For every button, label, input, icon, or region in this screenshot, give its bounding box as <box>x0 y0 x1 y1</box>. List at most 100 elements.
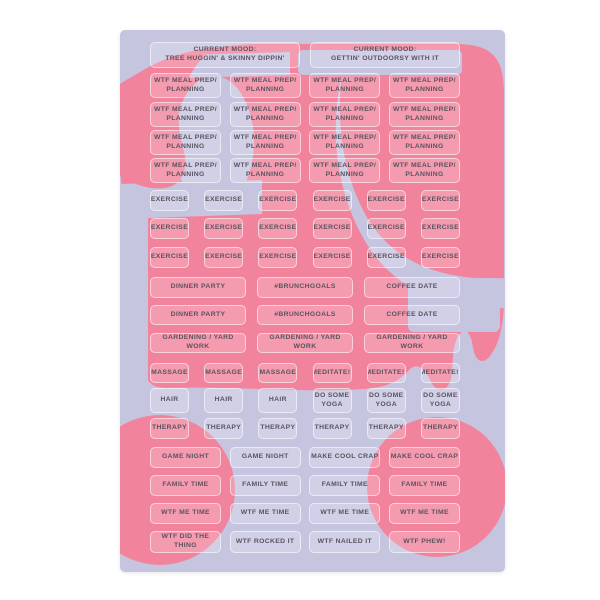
sticker: EXERCISE <box>366 190 406 211</box>
sticker: EXERCISE <box>420 190 460 211</box>
sticker: EXERCISE <box>204 247 244 268</box>
sticker: THERAPY <box>150 418 189 439</box>
sticker: WTF MEAL PREP/ PLANNING <box>229 130 301 155</box>
sticker: EXERCISE <box>258 247 298 268</box>
sticker: WTF ROCKED IT <box>229 531 301 553</box>
sticker: MASSAGE <box>150 363 189 383</box>
sticker-row: WTF MEAL PREP/ PLANNING WTF MEAL PREP/ PL… <box>150 73 460 98</box>
sticker-row: THERAPY THERAPY THERAPY THERAPY THERAPY THERA… <box>150 418 460 439</box>
sticker: EXERCISE <box>204 190 244 211</box>
sticker: COFFEE DATE <box>364 305 460 325</box>
sticker: #BRUNCHGOALS <box>257 277 353 298</box>
sticker: WTF MEAL PREP/ PLANNING <box>309 158 381 183</box>
sticker: THERAPY <box>366 418 406 439</box>
sticker: HAIR <box>150 388 189 413</box>
sticker: WTF ME TIME <box>150 503 221 524</box>
sticker: WTF NAILED IT <box>309 531 381 553</box>
sticker-row: HAIR HAIR HAIR DO SOME YOGA DO SOME YOGA DO S… <box>150 388 460 413</box>
sticker-row: WTF MEAL PREP/ PLANNING WTF MEAL PREP/ PL… <box>150 158 460 183</box>
sticker: GAME NIGHT <box>150 447 221 468</box>
sticker: WTF MEAL PREP/ PLANNING <box>309 102 381 127</box>
sticker: FAMILY TIME <box>150 475 221 496</box>
sticker: MASSAGE <box>204 363 244 383</box>
sticker: WTF MEAL PREP/ PLANNING <box>229 102 301 127</box>
sticker: EXERCISE <box>312 218 352 239</box>
sticker-row: EXERCISE EXERCISE EXERCISE EXERCISE EXERCISE… <box>150 247 460 268</box>
sticker: EXERCISE <box>312 247 352 268</box>
sticker: EXERCISE <box>420 218 460 239</box>
sticker: HAIR <box>258 388 298 413</box>
sticker: MASSAGE <box>258 363 298 383</box>
lavender-strip-left <box>120 180 262 392</box>
sticker-row: DINNER PARTY #BRUNCHGOALS COFFEE DATE <box>150 305 460 325</box>
sticker: WTF MEAL PREP/ PLANNING <box>388 102 460 127</box>
sticker: WTF MEAL PREP/ PLANNING <box>388 158 460 183</box>
pink-circle-bottom-left <box>120 415 235 565</box>
sticker: WTF MEAL PREP/ PLANNING <box>150 158 221 183</box>
sticker-row: FAMILY TIME FAMILY TIME FAMILY TIME FAMILY … <box>150 475 460 496</box>
sticker: WTF MEAL PREP/ PLANNING <box>150 130 221 155</box>
sticker: EXERCISE <box>258 218 298 239</box>
sticker-row: EXERCISE EXERCISE EXERCISE EXERCISE EXERCISE… <box>150 218 460 239</box>
sticker: FAMILY TIME <box>309 475 381 496</box>
sticker: EXERCISE <box>366 218 406 239</box>
sticker: FAMILY TIME <box>388 475 460 496</box>
sticker: FAMILY TIME <box>229 475 301 496</box>
sticker: WTF MEAL PREP/ PLANNING <box>229 73 301 98</box>
sticker: MEDITATE!! <box>366 363 406 383</box>
sticker: HAIR <box>204 388 244 413</box>
sticker: CURRENT MOOD: GETTIN' OUTDOORSY WITH IT <box>310 42 460 68</box>
sticker: MEDITATE!! <box>420 363 460 383</box>
lavender-pocket-top-right <box>298 50 462 75</box>
sticker: DO SOME YOGA <box>312 388 352 413</box>
pink-circle-bottom-right <box>367 417 505 557</box>
sticker: MEDITATE!! <box>312 363 352 383</box>
sticker: EXERCISE <box>420 247 460 268</box>
sticker: #BRUNCHGOALS <box>257 305 353 325</box>
sticker: EXERCISE <box>366 247 406 268</box>
lavender-s-gap <box>335 74 504 309</box>
sticker: COFFEE DATE <box>364 277 460 298</box>
sticker: GAME NIGHT <box>229 447 301 468</box>
sticker: WTF MEAL PREP/ PLANNING <box>388 130 460 155</box>
sticker-row: DINNER PARTY #BRUNCHGOALS COFFEE DATE <box>150 277 460 298</box>
sticker: EXERCISE <box>150 190 189 211</box>
sticker-row: WTF MEAL PREP/ PLANNING WTF MEAL PREP/ PL… <box>150 102 460 127</box>
sticker-row: EXERCISE EXERCISE EXERCISE EXERCISE EXERCISE… <box>150 190 460 211</box>
sticker: EXERCISE <box>150 218 189 239</box>
sticker-row: WTF DID THE THING WTF ROCKED IT WTF NAILED… <box>150 531 460 553</box>
sticker: THERAPY <box>204 418 244 439</box>
sticker: WTF MEAL PREP/ PLANNING <box>229 158 301 183</box>
sticker: EXERCISE <box>204 218 244 239</box>
sticker: DO SOME YOGA <box>420 388 460 413</box>
sticker: WTF MEAL PREP/ PLANNING <box>309 130 381 155</box>
lavender-bite <box>174 76 254 208</box>
sticker: GARDENING / YARD WORK <box>257 333 353 353</box>
sticker: WTF MEAL PREP/ PLANNING <box>309 73 381 98</box>
sticker-sheet: CURRENT MOOD: TREE HUGGIN' & SKINNY DIPP… <box>120 30 505 572</box>
sticker: WTF ME TIME <box>309 503 381 524</box>
sticker: WTF PHEW! <box>388 531 460 553</box>
sticker-row: WTF MEAL PREP/ PLANNING WTF MEAL PREP/ PL… <box>150 130 460 155</box>
sticker: WTF ME TIME <box>388 503 460 524</box>
sticker-row: MASSAGE MASSAGE MASSAGE MEDITATE!! MEDITATE!… <box>150 363 460 383</box>
sticker: THERAPY <box>420 418 460 439</box>
sticker: MAKE COOL CRAP <box>388 447 460 468</box>
sticker: WTF MEAL PREP/ PLANNING <box>388 73 460 98</box>
sticker: DO SOME YOGA <box>366 388 406 413</box>
sticker: DINNER PARTY <box>150 277 246 298</box>
sticker: THERAPY <box>258 418 298 439</box>
sticker: CURRENT MOOD: TREE HUGGIN' & SKINNY DIPP… <box>150 42 300 68</box>
sticker: DINNER PARTY <box>150 305 246 325</box>
sticker: GARDENING / YARD WORK <box>150 333 246 353</box>
sticker: WTF DID THE THING <box>150 531 221 553</box>
sticker: EXERCISE <box>312 190 352 211</box>
sticker-row: GAME NIGHT GAME NIGHT MAKE COOL CRAP MAKE C… <box>150 447 460 468</box>
sticker: WTF ME TIME <box>229 503 301 524</box>
sticker: THERAPY <box>312 418 352 439</box>
pink-swoosh-left <box>120 48 210 189</box>
sticker: GARDENING / YARD WORK <box>364 333 460 353</box>
sticker: WTF MEAL PREP/ PLANNING <box>150 102 221 127</box>
sticker: EXERCISE <box>150 247 189 268</box>
sticker-row: WTF ME TIME WTF ME TIME WTF ME TIME WTF ME … <box>150 503 460 524</box>
